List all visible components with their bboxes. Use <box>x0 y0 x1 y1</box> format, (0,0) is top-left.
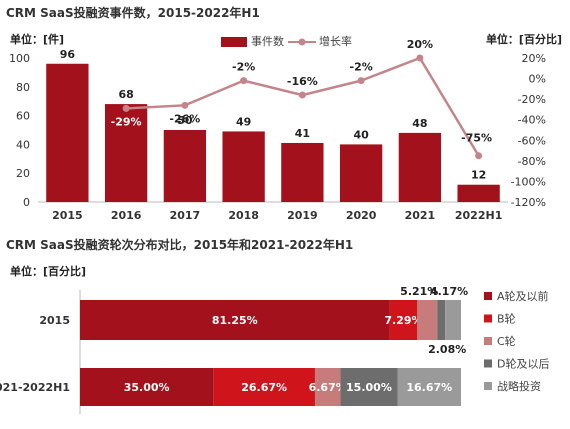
y2-tick-label: -60% <box>518 134 546 147</box>
growth-point <box>240 77 248 85</box>
bar-data-label: 68 <box>118 88 133 101</box>
bar <box>163 130 207 202</box>
legend-swatch <box>484 292 492 300</box>
y2-tick-label: -80% <box>518 155 546 168</box>
legend-label: B轮 <box>497 312 516 326</box>
stacked-segment <box>389 300 418 340</box>
legend-swatch <box>484 337 492 345</box>
category-label: 2021-2022H1 <box>0 381 70 394</box>
legend-bar-label: 事件数 <box>251 35 284 48</box>
y-tick-label: 40 <box>16 138 30 151</box>
x-tick-label: 2016 <box>111 209 142 222</box>
bar-data-label: 49 <box>236 115 251 128</box>
stacked-segment <box>80 368 214 406</box>
x-tick-label: 2019 <box>287 209 318 222</box>
growth-data-label: -2% <box>350 61 373 74</box>
category-label: 2015 <box>39 314 70 327</box>
x-tick-label: 2022H1 <box>455 209 502 222</box>
bar-data-label: 12 <box>471 169 486 182</box>
legend-label: D轮及以后 <box>497 357 549 371</box>
bar-data-label: 40 <box>353 128 369 141</box>
stacked-segment <box>445 300 461 340</box>
chart1-left-unit: 单位：[件] <box>10 33 65 46</box>
legend-line-label: 增长率 <box>319 35 352 48</box>
bar <box>281 142 324 202</box>
chart1-plot: 0 20 40 60 80 100 20% 0% -20% -40% -60% -80% -100% -1… <box>9 38 546 222</box>
bar-data-label: 48 <box>412 117 427 130</box>
growth-data-label: 20% <box>407 38 433 51</box>
segment-data-label: 4.17% <box>430 285 468 298</box>
y2-tick-label: 0% <box>529 73 546 86</box>
growth-point <box>181 101 189 109</box>
chart2-unit: 单位：[百分比] <box>10 265 87 278</box>
stacked-segment <box>340 368 398 406</box>
growth-data-label: -29% <box>111 115 142 128</box>
y2-tick-label: -120% <box>511 196 546 209</box>
y-tick-label: 60 <box>16 110 30 123</box>
growth-data-label: -2% <box>232 61 255 74</box>
x-tick-label: 2017 <box>170 209 201 222</box>
segment-data-label: 5.21% <box>400 285 438 298</box>
stacked-segment <box>437 300 446 340</box>
bar-data-label: 50 <box>177 114 193 127</box>
segment-data-label: 6.67% <box>309 381 347 394</box>
y-tick-label: 20 <box>16 167 30 180</box>
bar <box>398 132 442 202</box>
stacked-segment <box>417 300 438 340</box>
segment-data-label: 15.00% <box>346 381 392 394</box>
y-tick-label: 100 <box>9 52 30 65</box>
segment-data-label: 81.25% <box>212 314 258 327</box>
growth-data-label: -16% <box>287 75 318 88</box>
y2-tick-label: -100% <box>511 175 546 188</box>
segment-data-label: 7.29% <box>384 314 422 327</box>
segment-data-label: 26.67% <box>241 381 287 394</box>
legend-label: C轮 <box>497 334 516 348</box>
stacked-segment <box>397 368 462 406</box>
x-tick-label: 2021 <box>405 209 436 222</box>
y2-tick-label: -40% <box>518 114 546 127</box>
segment-data-label: 2.08% <box>428 343 466 356</box>
growth-point <box>357 77 365 85</box>
growth-point <box>298 91 306 99</box>
x-tick-label: 2020 <box>346 209 377 222</box>
legend-bar-swatch <box>221 37 247 47</box>
growth-data-label: -26% <box>169 112 200 125</box>
legend-swatch <box>484 382 492 390</box>
growth-point <box>416 54 424 62</box>
x-tick-label: 2018 <box>228 209 259 222</box>
legend-swatch <box>484 359 492 368</box>
legend-label: A轮及以前 <box>497 289 549 303</box>
growth-point <box>122 104 130 112</box>
bar <box>222 131 265 202</box>
segment-data-label: 35.00% <box>124 381 170 394</box>
bar <box>46 63 89 203</box>
x-tick-label: 2015 <box>52 209 83 222</box>
y2-tick-label: 20% <box>522 52 546 65</box>
bar-data-label: 41 <box>295 127 310 140</box>
growth-data-label: -75% <box>461 132 492 145</box>
legend-label: 战略投资 <box>497 379 541 393</box>
stacked-segment <box>213 368 315 406</box>
y-tick-label: 0 <box>23 196 30 209</box>
bar <box>339 144 383 202</box>
bar <box>457 184 500 202</box>
chart2-title: CRM SaaS投融资轮次分布对比，2015年和2021-2022年H1 <box>6 238 354 252</box>
chart1-right-unit: 单位：[百分比] <box>485 33 562 46</box>
legend-line-swatch <box>288 38 316 46</box>
bar <box>104 104 148 202</box>
chart1-title: CRM SaaS投融资事件数，2015-2022年H1 <box>6 6 260 20</box>
segment-data-label: 16.67% <box>406 381 452 394</box>
y2-tick-label: -20% <box>518 93 546 106</box>
bar-data-label: 96 <box>60 48 76 61</box>
stacked-segment <box>314 368 341 406</box>
y-tick-label: 80 <box>16 81 30 94</box>
stacked-segment <box>80 300 390 340</box>
growth-point <box>475 152 483 160</box>
legend-swatch <box>484 314 492 323</box>
